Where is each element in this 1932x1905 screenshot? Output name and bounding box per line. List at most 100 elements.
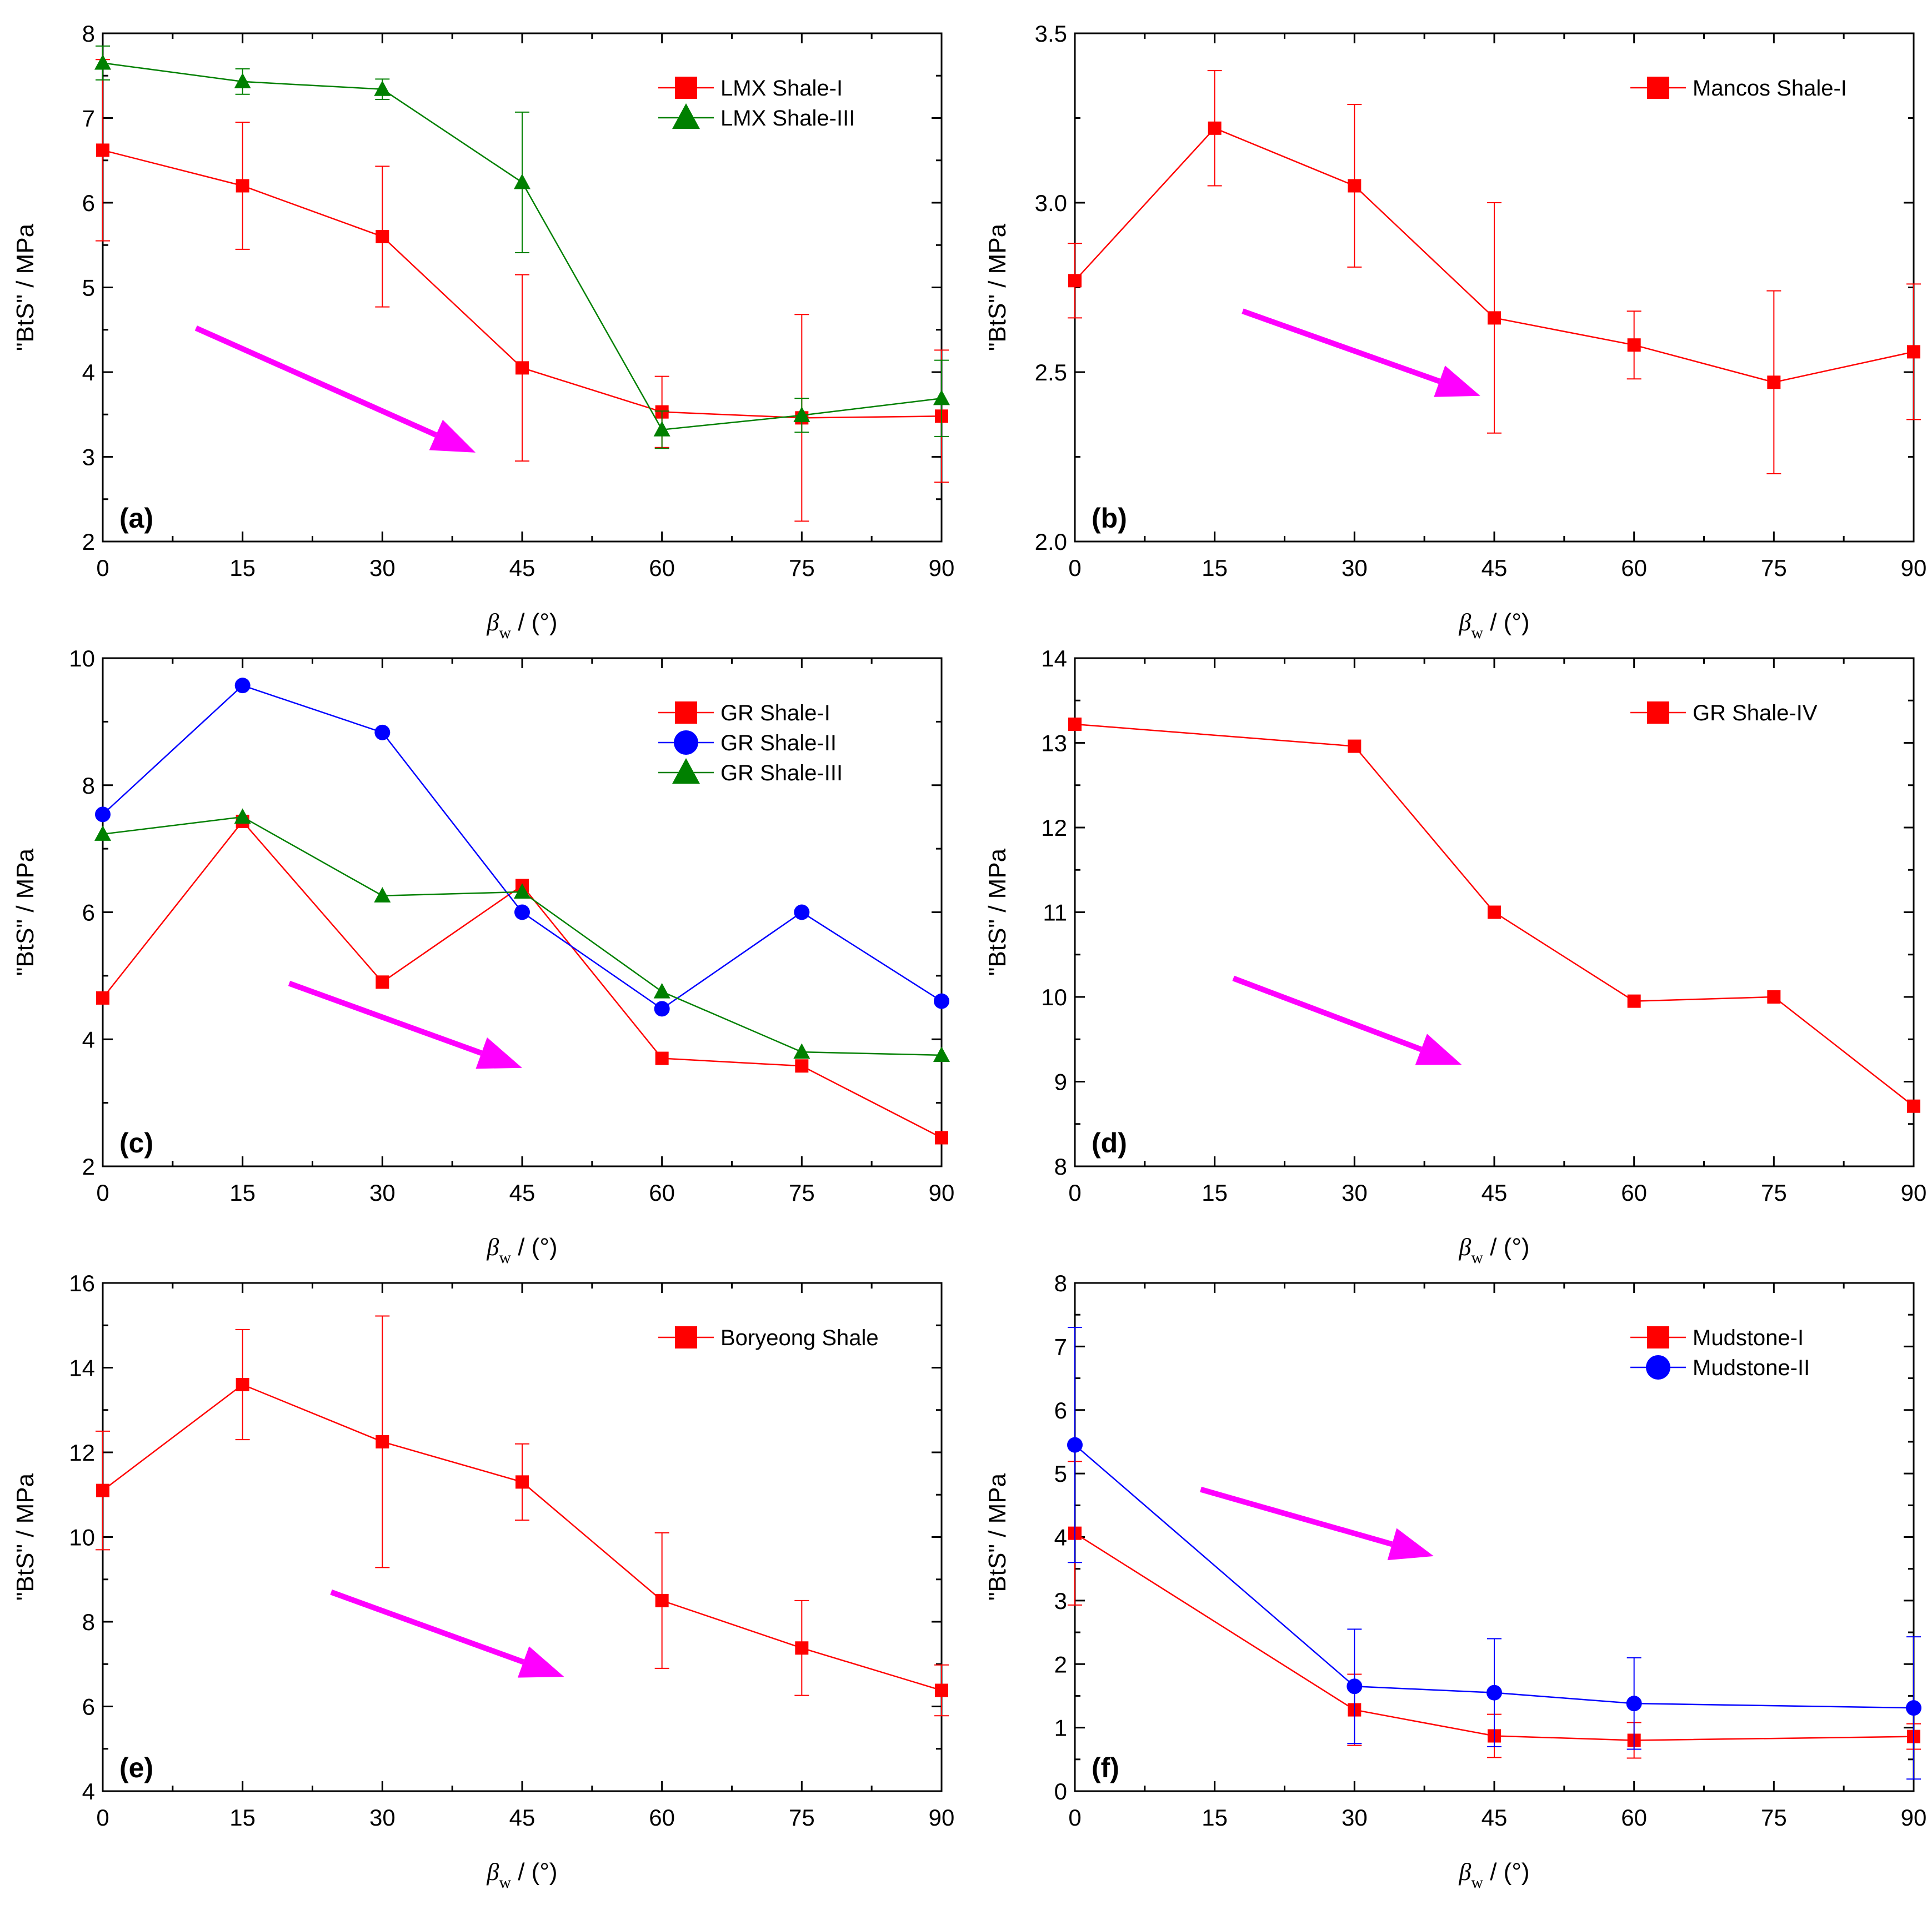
- y-tick-label: 6: [1054, 1397, 1067, 1423]
- legend-entry: Mudstone-II: [1630, 1355, 1810, 1380]
- x-axis-unit: / (°): [511, 609, 558, 636]
- x-tick-label: 15: [229, 1804, 256, 1831]
- data-point: [1626, 1696, 1642, 1712]
- y-tick-label: 7: [82, 106, 95, 132]
- data-point: [1347, 1678, 1363, 1695]
- data-point: [515, 361, 529, 375]
- series-group: [1068, 717, 1920, 1113]
- data-point: [793, 1043, 810, 1059]
- data-point: [94, 825, 111, 841]
- y-tick-label: 2: [82, 529, 95, 555]
- series-group: [94, 45, 950, 449]
- panel-label: (a): [119, 503, 153, 534]
- y-tick-label: 8: [82, 773, 95, 799]
- x-axis-symbol: β: [486, 1858, 499, 1886]
- x-tick-label: 90: [1901, 555, 1927, 581]
- x-tick-label: 0: [96, 555, 109, 581]
- x-tick-label: 0: [1068, 555, 1081, 581]
- data-point: [934, 993, 949, 1009]
- data-point: [1488, 905, 1501, 919]
- x-tick-label: 45: [1481, 1804, 1508, 1831]
- legend-label: Mudstone-I: [1693, 1326, 1804, 1350]
- data-point: [1348, 179, 1362, 193]
- trend-arrow-head: [1434, 365, 1480, 397]
- data-point: [515, 1475, 529, 1489]
- trend-arrow-head: [429, 419, 476, 453]
- x-tick-label: 0: [96, 1180, 109, 1206]
- legend-label: GR Shale-III: [720, 761, 843, 785]
- trend-arrow-head: [1387, 1528, 1434, 1561]
- x-tick-label: 30: [1342, 1804, 1368, 1831]
- y-tick-label: 5: [1054, 1461, 1067, 1487]
- series-line: [1074, 723, 1914, 1107]
- legend-label: GR Shale-IV: [1693, 701, 1818, 725]
- data-point: [1068, 274, 1082, 288]
- data-point: [794, 904, 810, 920]
- data-point: [94, 54, 111, 70]
- y-tick-label: 16: [69, 1270, 95, 1296]
- data-point: [795, 1059, 809, 1073]
- y-tick-label: 8: [1054, 1154, 1067, 1180]
- x-tick-label: 90: [929, 1180, 955, 1206]
- data-point: [374, 724, 391, 740]
- legend-marker: [672, 103, 700, 129]
- legend-marker: [672, 758, 700, 784]
- data-point: [653, 982, 670, 999]
- data-point: [654, 1001, 670, 1017]
- data-point: [933, 389, 950, 405]
- series-group: [96, 1315, 949, 1717]
- legend-marker: [1646, 1355, 1670, 1380]
- data-point: [376, 1435, 389, 1448]
- x-axis-label: βw / (°): [1458, 609, 1529, 642]
- x-tick-label: 75: [1761, 1804, 1787, 1831]
- y-tick-label: 3.5: [1035, 21, 1067, 47]
- panel-label: (c): [119, 1127, 153, 1159]
- x-tick-label: 30: [369, 1804, 396, 1831]
- legend-label: GR Shale-II: [720, 731, 837, 755]
- y-tick-label: 1: [1054, 1715, 1067, 1741]
- legend-label: LMX Shale-I: [720, 76, 843, 101]
- legend-marker: [674, 730, 698, 755]
- y-tick-label: 10: [69, 1525, 95, 1551]
- y-tick-label: 9: [1054, 1069, 1067, 1095]
- trend-arrow-shaft: [194, 325, 437, 438]
- trend-arrow-head: [517, 1646, 564, 1678]
- panel-label: (b): [1092, 503, 1127, 534]
- series-group: [1067, 1327, 1921, 1780]
- legend-label: Mudstone-II: [1693, 1356, 1810, 1380]
- x-axis-label: βw / (°): [1458, 1234, 1529, 1267]
- x-tick-label: 15: [1202, 1180, 1228, 1206]
- chart-panel: 0 15 30 45 60 75 90 2.0 2.5 3.0 3.5 βw / (°) "BtS" /…: [984, 21, 1926, 642]
- x-axis-label: βw / (°): [486, 609, 557, 642]
- x-axis-unit: / (°): [511, 1858, 558, 1886]
- y-axis-label: "BtS" / MPa: [984, 223, 1011, 351]
- y-tick-label: 2: [1054, 1651, 1067, 1677]
- y-tick-label: 11: [1043, 900, 1067, 926]
- y-tick-label: 3: [1054, 1588, 1067, 1614]
- data-point: [514, 883, 530, 899]
- x-tick-label: 30: [1342, 1180, 1368, 1206]
- data-point: [376, 230, 389, 243]
- series-group: [95, 678, 949, 1017]
- y-tick-label: 3.0: [1035, 190, 1067, 216]
- legend-entry: LMX Shale-I: [658, 76, 843, 101]
- y-tick-label: 10: [1041, 984, 1067, 1010]
- trend-arrow-shaft: [330, 1589, 524, 1665]
- y-tick-label: 8: [82, 21, 95, 47]
- data-point: [374, 887, 391, 903]
- panel-label: (e): [119, 1752, 153, 1783]
- trend-arrow-shaft: [288, 980, 483, 1056]
- data-point: [793, 407, 810, 422]
- data-point: [1627, 338, 1641, 352]
- data-point: [96, 991, 109, 1005]
- data-point: [236, 1378, 249, 1391]
- x-tick-label: 15: [229, 1180, 256, 1206]
- y-tick-label: 6: [82, 900, 95, 926]
- data-point: [935, 1131, 948, 1145]
- legend-marker: [1647, 1326, 1669, 1348]
- trend-arrow-shaft: [1242, 308, 1441, 384]
- data-point: [95, 806, 111, 823]
- legend-entry: GR Shale-II: [658, 730, 837, 755]
